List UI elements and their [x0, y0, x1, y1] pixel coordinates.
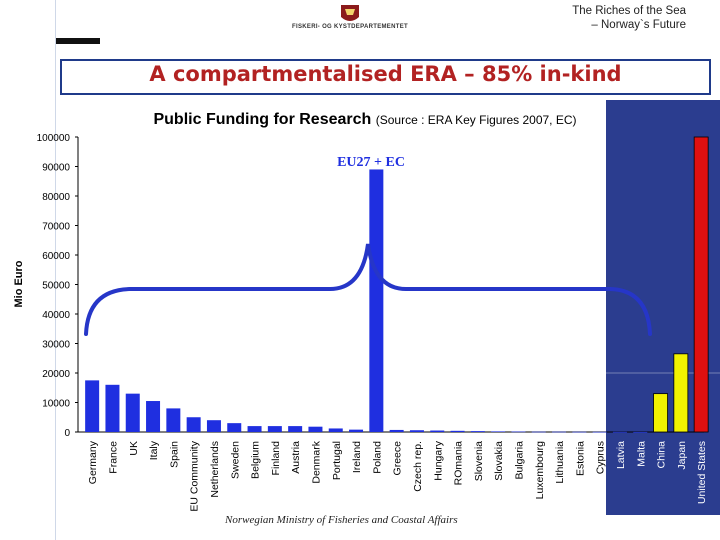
y-tick-label: 70000 — [42, 222, 70, 233]
bar-italy — [146, 401, 161, 432]
logo-text: FISKERI- OG KYSTDEPARTEMENTET — [292, 24, 408, 30]
brand-line-2: – Norway`s Future — [591, 19, 686, 31]
bar-japan — [673, 353, 689, 433]
x-tick-label: Netherlands — [209, 441, 221, 498]
x-tick-label: Czech rep. — [412, 441, 424, 492]
x-tick-label: Poland — [371, 441, 383, 474]
chart-title-block: Public Funding for Research (Source : ER… — [120, 111, 610, 129]
x-tick-label: Bulgaria — [513, 441, 525, 480]
x-tick-label: Italy — [148, 440, 160, 460]
x-tick-label: Slovenia — [473, 441, 485, 481]
bar-china — [653, 393, 668, 433]
x-tick-label: Slovakia — [493, 441, 505, 481]
header-rule — [55, 0, 56, 540]
bar-poland — [369, 169, 384, 432]
bar-spain — [166, 408, 181, 432]
y-tick-label: 10000 — [42, 399, 70, 410]
bar-united-states — [693, 136, 709, 433]
bar-netherlands — [206, 420, 221, 432]
brand-line-1: The Riches of the Sea — [572, 5, 686, 17]
slide-title: A compartmentalised ERA – 85% in-kind — [149, 62, 622, 86]
x-tick-label: United States — [696, 441, 708, 504]
bar-uk — [125, 393, 140, 432]
x-tick-label: France — [107, 441, 119, 474]
y-tick-label: 0 — [64, 428, 70, 439]
bar-belgium — [247, 426, 262, 432]
bar-denmark — [308, 426, 323, 432]
x-tick-label: UK — [128, 441, 140, 456]
bar-romania — [450, 430, 465, 432]
bar-estonia — [572, 431, 587, 433]
bar-sweden — [227, 423, 242, 432]
x-tick-label: Estonia — [574, 441, 586, 476]
x-tick-label: ROmania — [453, 441, 465, 486]
x-tick-label: Cyprus — [595, 441, 607, 474]
chart-title: Public Funding for Research — [153, 111, 372, 128]
x-tick-label: EU Community — [189, 440, 201, 511]
x-tick-label: Germany — [87, 440, 99, 484]
bar-france — [105, 384, 120, 432]
x-tick-label: Greece — [392, 441, 404, 476]
bar-eu-community — [186, 417, 201, 432]
y-tick-label: 30000 — [42, 340, 70, 351]
bar-slovakia — [491, 431, 506, 433]
x-tick-label: Malta — [635, 441, 647, 467]
bar-malta — [633, 431, 648, 433]
y-tick-label: 20000 — [42, 369, 70, 380]
y-tick-label: 40000 — [42, 310, 70, 321]
bar-czech-rep- — [409, 430, 424, 432]
lion-icon — [345, 9, 355, 15]
x-tick-label: Latvia — [615, 441, 627, 469]
bar-luxembourg — [531, 431, 546, 433]
ministry-logo — [341, 5, 359, 21]
x-tick-label: Hungary — [432, 440, 444, 480]
bar-germany — [85, 380, 100, 432]
x-tick-label: Sweden — [229, 441, 241, 479]
bar-bulgaria — [511, 431, 526, 433]
y-tick-label: 50000 — [42, 281, 70, 292]
x-tick-label: Lithuania — [554, 441, 566, 484]
x-tick-label: Austria — [290, 441, 302, 474]
x-tick-label: Portugal — [331, 441, 343, 480]
left-margin — [0, 0, 56, 540]
bar-ireland — [349, 429, 364, 432]
x-tick-label: Luxembourg — [534, 441, 546, 500]
y-axis-label: Mio Euro — [13, 260, 25, 307]
bar-slovenia — [470, 431, 485, 432]
x-tick-label: Belgium — [250, 441, 262, 479]
header-accent-bar — [56, 38, 100, 44]
brand-tagline: The Riches of the Sea – Norway`s Future — [572, 4, 686, 32]
bar-hungary — [430, 430, 445, 432]
y-tick-label: 80000 — [42, 192, 70, 203]
x-tick-label: Denmark — [310, 440, 322, 483]
chart-source: (Source : ERA Key Figures 2007, EC) — [375, 113, 577, 127]
x-tick-label: China — [656, 441, 668, 469]
bar-latvia — [612, 431, 627, 433]
y-tick-label: 100000 — [37, 133, 71, 144]
bar-portugal — [328, 428, 343, 432]
y-tick-label: 90000 — [42, 163, 70, 174]
bar-lithuania — [552, 431, 567, 433]
x-tick-label: Ireland — [351, 441, 363, 473]
x-tick-label: Japan — [676, 441, 688, 470]
y-tick-label: 60000 — [42, 251, 70, 262]
bar-greece — [389, 429, 404, 432]
bar-finland — [267, 426, 282, 432]
eu-group-brace — [84, 243, 652, 336]
title-frame — [60, 59, 711, 95]
bar-cyprus — [592, 431, 607, 433]
eu27-annotation: EU27 + EC — [337, 155, 405, 170]
footer-text: Norwegian Ministry of Fisheries and Coas… — [225, 514, 458, 526]
x-tick-label: Finland — [270, 441, 282, 476]
x-tick-label: Spain — [168, 441, 180, 468]
bar-austria — [288, 426, 303, 432]
